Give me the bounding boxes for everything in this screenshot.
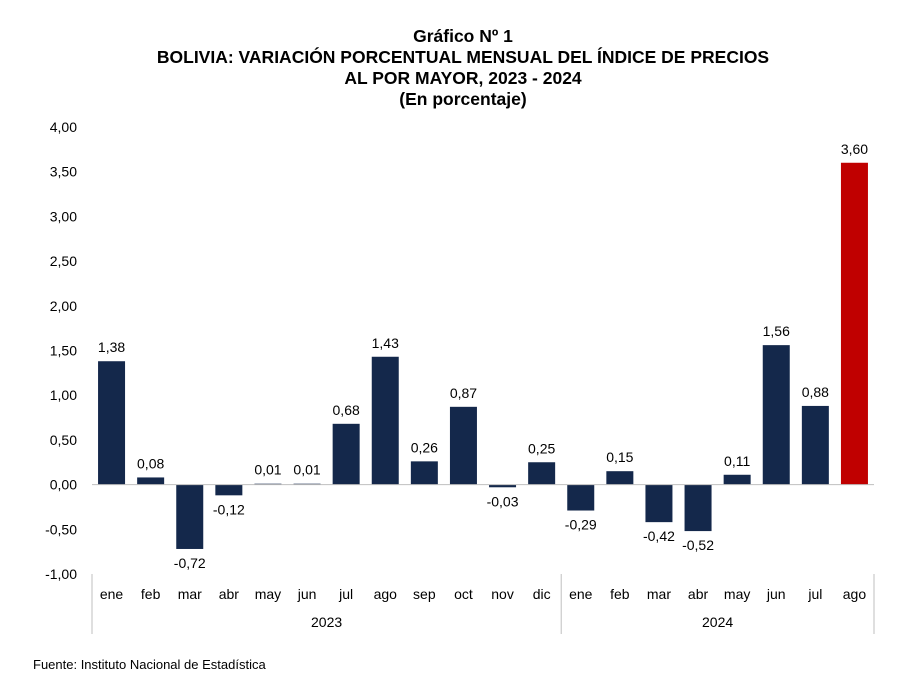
bar bbox=[528, 462, 556, 485]
x-tick-label: jun bbox=[766, 586, 786, 602]
chart-titles: Gráfico Nº 1 BOLIVIA: VARIACIÓN PORCENTU… bbox=[0, 26, 899, 110]
x-tick-label: ene bbox=[100, 586, 124, 602]
y-tick-label: 1,00 bbox=[50, 387, 77, 403]
data-label: -0,52 bbox=[682, 537, 714, 553]
x-tick-label: mar bbox=[178, 586, 202, 602]
year-label: 2024 bbox=[702, 614, 733, 630]
x-tick-label: ene bbox=[569, 586, 593, 602]
bar bbox=[567, 484, 595, 511]
data-label: 0,01 bbox=[293, 462, 320, 478]
data-label: -0,72 bbox=[174, 555, 206, 571]
x-tick-label: may bbox=[724, 586, 750, 602]
x-tick-label: feb bbox=[610, 586, 630, 602]
x-tick-label: mar bbox=[647, 586, 671, 602]
x-tick-label: abr bbox=[688, 586, 709, 602]
bar bbox=[606, 471, 634, 485]
bar bbox=[645, 484, 673, 523]
data-label: 0,25 bbox=[528, 440, 555, 456]
x-tick-label: ago bbox=[374, 586, 398, 602]
data-label: 0,26 bbox=[411, 439, 438, 455]
data-label: -0,12 bbox=[213, 501, 245, 517]
y-tick-label: 0,00 bbox=[50, 477, 77, 493]
data-label: 1,38 bbox=[98, 339, 125, 355]
data-label: 0,68 bbox=[333, 402, 360, 418]
x-tick-label: sep bbox=[413, 586, 436, 602]
bar bbox=[137, 477, 165, 485]
bar bbox=[801, 405, 829, 485]
x-tick-label: jul bbox=[338, 586, 353, 602]
y-tick-label: 4,00 bbox=[50, 119, 77, 135]
y-tick-label: 2,50 bbox=[50, 253, 77, 269]
data-label: 1,43 bbox=[372, 335, 399, 351]
year-label: 2023 bbox=[311, 614, 342, 630]
y-tick-label: -0,50 bbox=[45, 521, 77, 537]
y-tick-label: 0,50 bbox=[50, 432, 77, 448]
bar bbox=[489, 484, 517, 488]
x-tick-label: nov bbox=[491, 586, 514, 602]
y-tick-label: 3,00 bbox=[50, 208, 77, 224]
x-tick-label: may bbox=[255, 586, 281, 602]
bar bbox=[176, 484, 204, 549]
data-label: 0,01 bbox=[254, 462, 281, 478]
bar bbox=[449, 406, 477, 485]
chart-title-line2: AL POR MAYOR, 2023 - 2024 bbox=[344, 68, 582, 88]
data-label: 0,15 bbox=[606, 449, 633, 465]
x-tick-label: jun bbox=[297, 586, 317, 602]
bar bbox=[840, 162, 868, 485]
data-label: -0,42 bbox=[643, 528, 675, 544]
bar bbox=[332, 423, 360, 485]
x-tick-label: dic bbox=[533, 586, 551, 602]
bar bbox=[410, 461, 438, 485]
data-label: 1,56 bbox=[763, 323, 790, 339]
bar bbox=[215, 484, 243, 496]
source-note: Fuente: Instituto Nacional de Estadístic… bbox=[33, 657, 266, 672]
data-label: 0,87 bbox=[450, 385, 477, 401]
data-label: 3,60 bbox=[841, 141, 868, 157]
chart-subtitle: (En porcentaje) bbox=[399, 89, 527, 109]
data-label: -0,03 bbox=[487, 493, 519, 509]
y-tick-label: 3,50 bbox=[50, 164, 77, 180]
data-label: -0,29 bbox=[565, 517, 597, 533]
x-tick-label: feb bbox=[141, 586, 161, 602]
data-label: 0,11 bbox=[724, 453, 750, 469]
bar bbox=[371, 356, 399, 485]
x-tick-label: ago bbox=[843, 586, 867, 602]
y-tick-label: 1,50 bbox=[50, 343, 77, 359]
x-tick-label: jul bbox=[807, 586, 822, 602]
y-tick-label: 2,00 bbox=[50, 298, 77, 314]
bar bbox=[684, 484, 712, 532]
bar bbox=[98, 361, 126, 485]
bar bbox=[762, 345, 790, 485]
data-label: 0,88 bbox=[802, 384, 829, 400]
bar bbox=[723, 474, 751, 485]
x-tick-label: abr bbox=[219, 586, 240, 602]
chart-title-line1: BOLIVIA: VARIACIÓN PORCENTUAL MENSUAL DE… bbox=[156, 47, 770, 67]
data-label: 0,08 bbox=[137, 455, 164, 471]
y-tick-label: -1,00 bbox=[45, 566, 77, 582]
x-tick-label: oct bbox=[454, 586, 473, 602]
chart-title-number: Gráfico Nº 1 bbox=[413, 26, 513, 46]
